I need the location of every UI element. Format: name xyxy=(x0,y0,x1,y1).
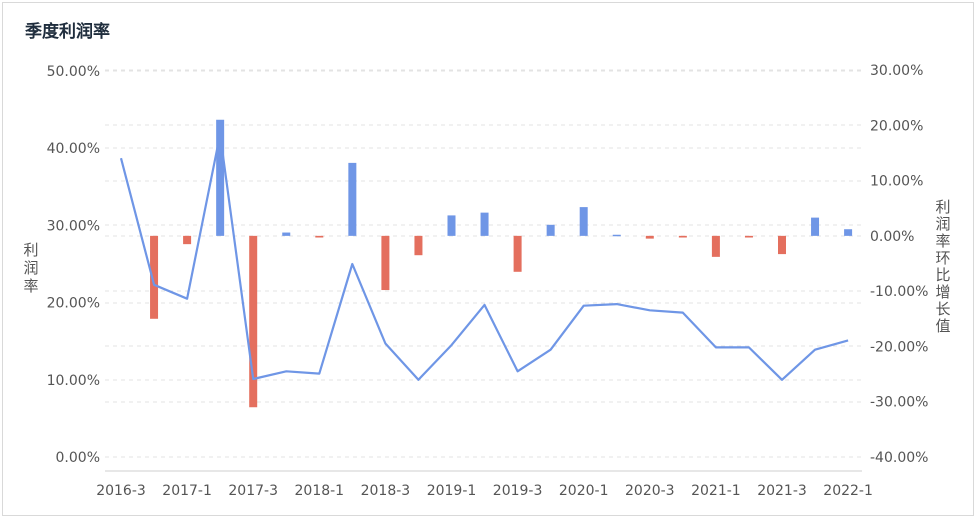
right-axis-label-char: 比 xyxy=(935,266,950,284)
left-tick-label: 0.00% xyxy=(56,450,100,466)
bar xyxy=(447,215,456,236)
x-tick-label: 2021-1 xyxy=(691,483,741,499)
right-axis-label-char: 率 xyxy=(935,232,950,250)
right-tick-label: -20.00% xyxy=(870,339,928,355)
right-tick-label: 20.00% xyxy=(870,118,923,134)
left-axis-ticks: 50.00% 40.00% 30.00% 20.00% 10.00% 0.00% xyxy=(47,64,100,466)
x-tick-label: 2016-3 xyxy=(96,483,146,499)
left-axis-label: 利润率 xyxy=(23,241,38,295)
left-axis-label-char: 率 xyxy=(23,277,38,295)
bar xyxy=(744,235,753,238)
left-tick-label: 10.00% xyxy=(47,373,100,389)
bar xyxy=(678,235,687,238)
left-axis-label-char: 利 xyxy=(23,241,38,259)
x-tick-label: 2017-3 xyxy=(228,483,278,499)
right-axis-label-char: 利 xyxy=(935,198,950,216)
bar-series xyxy=(150,119,853,408)
right-axis-label-char: 增 xyxy=(935,283,950,301)
bar xyxy=(711,235,720,257)
bar xyxy=(150,235,159,319)
right-tick-label: -30.00% xyxy=(870,395,928,411)
bar xyxy=(216,119,225,236)
bar xyxy=(348,162,357,236)
right-axis-ticks: 30.00% 20.00% 10.00% 0.00% -10.00% -20.00% -30… xyxy=(870,63,928,466)
bar xyxy=(612,234,621,237)
x-tick-label: 2017-1 xyxy=(162,483,212,499)
bar xyxy=(282,232,291,236)
grid-lines xyxy=(105,69,862,458)
x-axis-ticks: 2016-3 2017-1 2017-3 2018-1 2018-3 2019-1 2019… xyxy=(96,483,873,499)
right-axis-label-char: 长 xyxy=(935,300,950,318)
bar xyxy=(480,212,489,236)
right-tick-label: -10.00% xyxy=(870,284,928,300)
x-tick-label: 2020-1 xyxy=(559,483,609,499)
right-axis-label-char: 值 xyxy=(935,317,950,335)
x-tick-label: 2020-3 xyxy=(625,483,675,499)
profit-margin-line xyxy=(119,133,849,381)
right-axis-label-char: 环 xyxy=(935,249,950,267)
left-tick-label: 20.00% xyxy=(47,296,100,312)
bar xyxy=(778,235,786,255)
x-tick-label: 2019-3 xyxy=(493,483,543,499)
bar xyxy=(811,217,820,236)
bar xyxy=(844,229,853,236)
bar xyxy=(315,235,324,238)
bar xyxy=(183,235,192,245)
line-series xyxy=(119,133,849,381)
bar xyxy=(579,207,588,236)
x-tick-label: 2018-3 xyxy=(361,483,411,499)
right-tick-label: 30.00% xyxy=(870,63,923,79)
right-tick-label: 0.00% xyxy=(870,229,914,245)
bar xyxy=(249,235,258,408)
bar xyxy=(546,224,555,236)
right-tick-label: -40.00% xyxy=(870,450,928,466)
right-axis-label-char: 润 xyxy=(935,215,950,233)
chart-title: 季度利润率 xyxy=(25,22,110,42)
left-tick-label: 40.00% xyxy=(47,141,100,157)
bar xyxy=(414,235,423,256)
bar xyxy=(645,235,654,239)
bar xyxy=(513,235,522,272)
left-tick-label: 30.00% xyxy=(47,218,100,234)
right-tick-label: 10.00% xyxy=(870,174,923,190)
bar xyxy=(381,235,390,291)
x-tick-label: 2022-1 xyxy=(823,483,873,499)
x-tick-label: 2021-3 xyxy=(757,483,807,499)
left-tick-label: 50.00% xyxy=(47,64,100,80)
x-tick-label: 2018-1 xyxy=(295,483,345,499)
x-tick-label: 2019-1 xyxy=(427,483,477,499)
left-axis-label-char: 润 xyxy=(23,259,38,277)
